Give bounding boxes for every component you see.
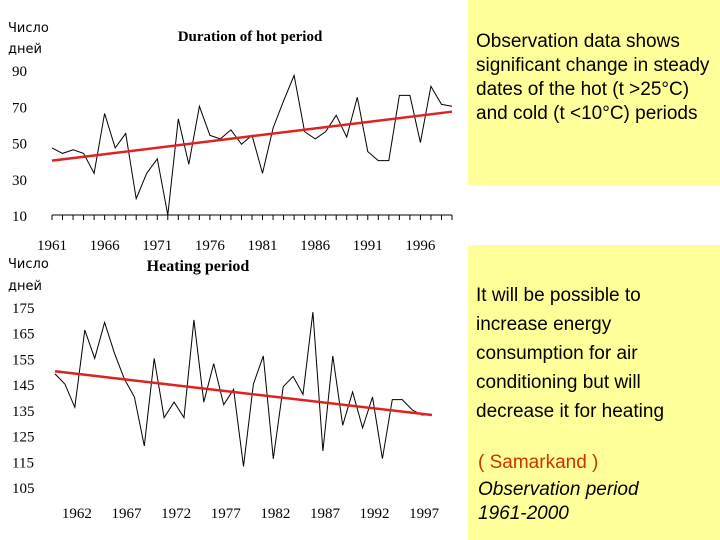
hot-period-chart: Число дней Duration of hot period 90 70 50…: [8, 21, 453, 250]
chart2-y-tick-label: 125: [12, 430, 35, 446]
chart1-title: Duration of hot period: [178, 29, 323, 45]
chart1-x-tick-label: 1976: [195, 238, 226, 250]
chart2-x-tick-label: 1972: [161, 506, 191, 522]
chart2-x-tick-label: 1982: [260, 506, 290, 522]
chart2-y-tick-label: 145: [12, 378, 35, 394]
observation-note-text: Observation data shows significant chang…: [476, 31, 710, 124]
chart2-trend-line: [54, 370, 433, 417]
chart2-x-tick-label: 1962: [62, 506, 92, 522]
chart2-y-tick-label: 155: [12, 352, 35, 368]
chart1-series-line: [51, 73, 453, 216]
chart2-plot: [54, 312, 433, 467]
observation-period-label: Observation period: [478, 479, 639, 500]
chart2-y-tick-label: 175: [12, 301, 35, 317]
chart1-y-tick-label: 10: [12, 209, 27, 225]
chart2-ylabel-line1: Число: [8, 257, 49, 272]
chart1-x-tick-label: 1991: [353, 238, 383, 250]
chart1-y-tick-label: 70: [12, 100, 27, 116]
chart1-plot: [51, 73, 453, 216]
heating-period-chart: Число дней Heating period 175 165 155 145 13…: [8, 257, 440, 522]
chart2-y-tick-label: 165: [12, 327, 35, 343]
chart2-y-tick-label: 135: [12, 404, 35, 420]
observation-period: Observation period 1961-2000: [478, 478, 639, 526]
chart1-y-tick-label: 30: [12, 173, 27, 189]
chart1-x-tick-label: 1996: [405, 238, 436, 250]
chart1-x-tick-label: 1986: [300, 238, 331, 250]
observation-note-panel: [468, 0, 720, 185]
location-name: ( Samarkand ): [478, 452, 599, 473]
chart2-x-tick-label: 1997: [409, 506, 440, 522]
energy-note-text: It will be possible to increase energy c…: [476, 285, 665, 422]
location-label: ( Samarkand ): [478, 452, 598, 474]
chart1-y-tick-label: 90: [12, 64, 27, 80]
chart2-series-line: [54, 312, 432, 467]
chart1-ylabel-line2: дней: [8, 42, 42, 57]
chart1-trend-line: [51, 110, 453, 162]
chart2-x-tick-label: 1977: [211, 506, 242, 522]
chart2-y-tick-label: 105: [12, 481, 35, 497]
chart1-x-tick-label: 1961: [37, 238, 67, 250]
observation-period-years: 1961-2000: [478, 503, 569, 524]
chart2-x-tick-label: 1992: [360, 506, 390, 522]
chart1-y-ticks: 90 70 50 30 10: [12, 64, 27, 225]
energy-note-panel: [468, 245, 720, 435]
chart1-y-tick-label: 50: [12, 137, 27, 153]
location-note-panel: [468, 435, 720, 540]
chart2-x-ticks: 1962 1967 1972 1977 1982 1987 1992 1997: [62, 506, 440, 522]
chart2-ylabel-line2: дней: [8, 279, 42, 294]
chart1-axes: [51, 214, 453, 220]
chart2-y-ticks: 175 165 155 145 135 125 115 105: [12, 301, 35, 497]
chart1-x-ticks: 1961 1966 1971 1976 1981 1986 1991 1996: [37, 238, 436, 250]
chart1-x-tick-label: 1981: [248, 238, 278, 250]
chart1-x-tick-label: 1971: [142, 238, 172, 250]
chart2-y-tick-label: 115: [12, 455, 34, 471]
chart2-x-tick-label: 1967: [112, 506, 143, 522]
chart2-x-tick-label: 1987: [310, 506, 341, 522]
chart1-x-tick-label: 1966: [90, 238, 121, 250]
chart2-title: Heating period: [147, 258, 250, 275]
chart1-ylabel-line1: Число: [8, 21, 49, 36]
